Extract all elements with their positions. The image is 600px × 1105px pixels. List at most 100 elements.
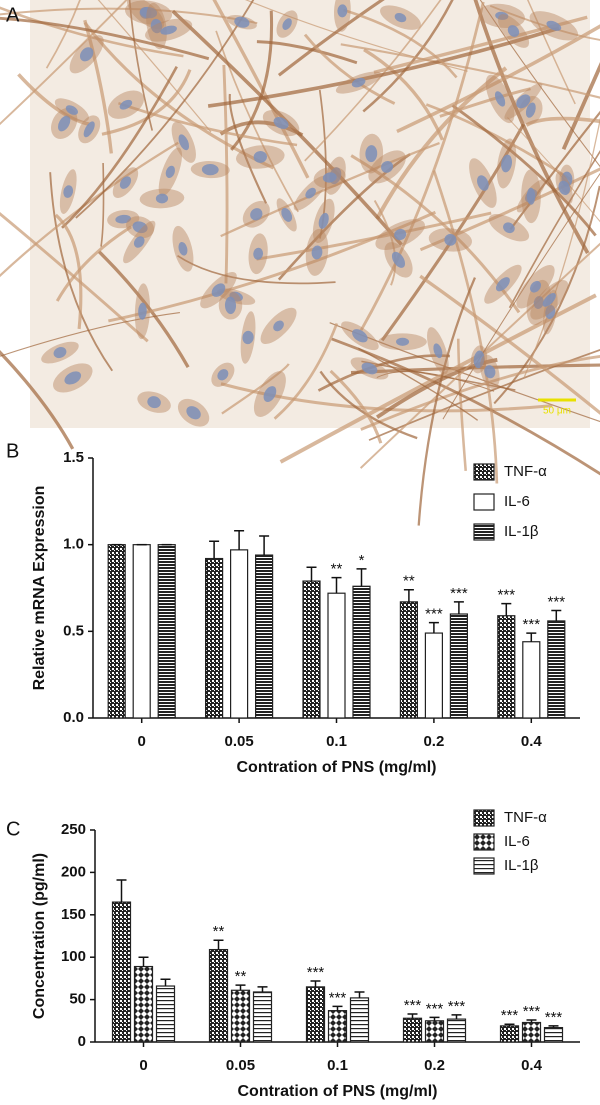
cell-process [363,48,444,141]
x-tick-label: 0.05 [224,733,253,750]
error-bar [504,1023,515,1026]
bar [543,1026,564,1043]
cell-process [350,363,600,375]
nucleus [516,94,531,109]
nucleus [525,102,536,118]
cell-process [100,162,105,247]
cell-process [222,64,229,284]
nucleus [394,228,407,241]
micrograph-cells [0,0,600,526]
bar [349,997,370,1043]
cell-process [273,322,339,420]
cell-process [277,153,411,281]
nucleus [119,176,132,189]
cell-process [525,116,600,127]
nucleus [305,187,316,199]
bar [205,557,224,719]
cell-process [473,0,590,254]
significance: * [359,552,365,569]
cell-process [177,254,336,285]
error-bar [407,1013,418,1019]
bar [230,549,249,719]
cell-process [221,363,290,415]
cell-process [303,33,396,105]
cell-process [54,213,83,330]
error-bar [209,540,220,559]
cell-process [373,15,588,74]
error-bar [526,1019,537,1023]
nucleus [138,302,147,320]
error-bar [331,576,342,594]
cell-process [0,141,179,278]
significance: *** [425,606,443,623]
cell-process [0,350,75,450]
legend-label: IL-1β [504,523,539,540]
y-tick-label: 150 [61,906,86,923]
scale-bar-label: 50 μm [543,406,571,417]
nucleus [444,233,457,246]
cell-process [128,0,154,131]
bar [327,592,346,719]
x-tick-label: 0 [139,1057,147,1074]
cell-process [419,274,600,415]
nucleus [394,13,407,23]
cell-process [358,347,479,421]
y-tick-label: 0.5 [63,622,84,639]
x-axis-title: Contration of PNS (mg/ml) [238,1083,438,1100]
error-bar [234,530,245,550]
panel-label: B [6,440,19,462]
error-bar [306,566,317,582]
nucleus [318,212,329,229]
cell-process [230,10,274,151]
x-tick-label: 0.4 [521,1057,543,1074]
cell-process [256,40,358,65]
cell-process [329,369,383,444]
error-bar [354,991,365,998]
error-bar [160,978,171,987]
cell-process [375,357,498,419]
y-tick-label: 100 [61,948,86,965]
panel-label: C [6,818,20,840]
legend-label: IL-6 [504,493,530,510]
cell-process [108,210,437,323]
cell-process [360,355,600,431]
significance: ** [235,968,247,985]
error-bar [332,1005,343,1011]
nucleus [132,221,148,234]
error-bar [548,1025,559,1028]
nucleus [533,296,544,309]
y-axis-title: Concentration (pg/ml) [31,853,48,1019]
nucleus [139,6,158,19]
cell-process [0,6,184,58]
cell-process [376,371,495,392]
y-tick-label: 250 [61,821,86,838]
bar [305,986,326,1043]
nucleus [311,245,323,260]
legend-swatch [473,809,495,827]
significance: *** [450,585,468,602]
bar [157,544,176,719]
x-tick-label: 0.05 [226,1057,255,1074]
cell-process [0,16,210,61]
significance: ** [331,561,343,578]
nucleus [526,187,536,205]
bar [302,580,321,719]
error-bar [356,568,367,587]
nucleus [273,117,289,129]
error-bar [403,588,414,602]
cell-process [362,0,454,113]
nucleus [165,165,175,179]
nucleus [381,160,394,173]
nucleus [147,396,161,409]
nucleus [65,105,78,115]
bar [107,544,126,719]
bar [133,965,154,1043]
legend-swatch [473,463,495,481]
nucleus [282,18,292,30]
nucleus [58,115,71,132]
nucleus [150,18,163,34]
cell-process [118,101,298,147]
cell-process [508,149,600,309]
significance: *** [329,989,347,1006]
bar [111,901,132,1043]
